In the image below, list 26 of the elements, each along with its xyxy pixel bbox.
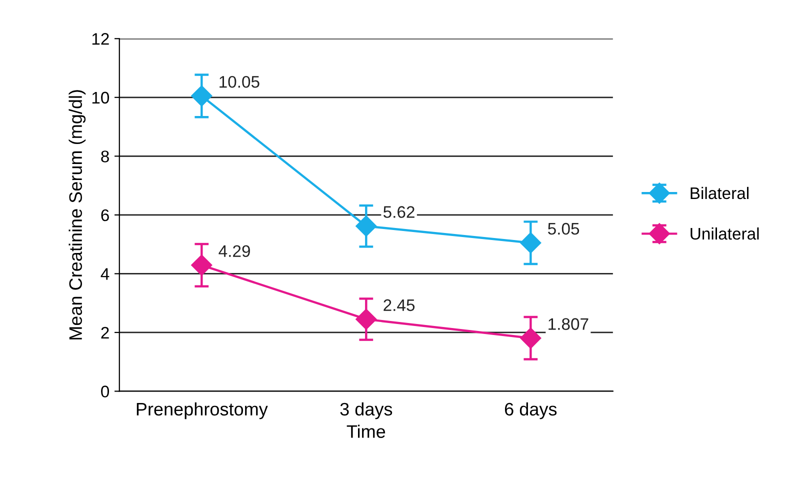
y-tick-label: 6 bbox=[101, 209, 109, 222]
data-label: 4.29 bbox=[218, 245, 250, 258]
y-tick-label: 12 bbox=[92, 33, 109, 45]
data-label: 10.05 bbox=[220, 76, 260, 88]
x-tick-label: 6 days bbox=[504, 402, 557, 420]
point bbox=[191, 254, 212, 276]
data-label: 5.62 bbox=[383, 206, 414, 218]
point bbox=[520, 328, 542, 349]
legend-label: Unilateral bbox=[690, 227, 759, 240]
x-tick-label: Prenephrostomy bbox=[136, 402, 268, 420]
data-label: 2.45 bbox=[384, 299, 415, 312]
y-tick-label: 2 bbox=[101, 326, 109, 339]
x-tick-label: 3 days bbox=[340, 402, 392, 420]
point bbox=[520, 232, 542, 254]
point bbox=[356, 308, 377, 330]
y-tick-label: 8 bbox=[101, 150, 109, 162]
x-axis-title: Time bbox=[346, 424, 386, 438]
y-tick-label: 4 bbox=[100, 268, 110, 280]
legend-label: Bilateral bbox=[690, 186, 748, 200]
y-tick-label: 0 bbox=[101, 386, 110, 398]
y-tick-label: 10 bbox=[92, 92, 110, 104]
point bbox=[356, 216, 377, 237]
data-label: 1.807 bbox=[548, 318, 588, 330]
data-label: 5.05 bbox=[548, 222, 580, 235]
y-axis-title: Mean Creatinine Serum (mg/dl) bbox=[68, 90, 86, 340]
point bbox=[191, 85, 212, 106]
